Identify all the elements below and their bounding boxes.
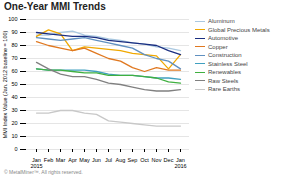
html-text:Automotive: Automotive [208,35,238,41]
html-text:Renewables: Renewables [208,69,241,75]
svg-text:100: 100 [8,16,17,22]
html-text:Stainless Steel: Stainless Steel [208,60,248,67]
html-text:© MetalMiner™. All rights rese: © MetalMiner™. All rights reserved. [4,169,83,175]
svg-text:Oct: Oct [140,157,149,163]
svg-text:0: 0 [14,146,17,152]
svg-text:80: 80 [11,42,17,48]
svg-text:Mar: Mar [56,157,66,163]
svg-text:Feb: Feb [44,157,53,163]
svg-text:90: 90 [11,29,17,35]
html-text:Construction: Construction [208,52,242,58]
html-text:Global Precious Metals: Global Precious Metals [208,26,270,33]
svg-text:Sep: Sep [128,157,138,163]
html-text:Aluminum: Aluminum [208,18,235,24]
svg-text:60: 60 [11,68,17,74]
svg-text:30: 30 [11,107,17,113]
html-text:Rare Earths: Rare Earths [208,86,240,92]
svg-text:Nov: Nov [152,157,162,163]
svg-text:10: 10 [11,133,17,139]
svg-text:Dec: Dec [164,157,174,163]
html-text:Copper: Copper [208,43,228,50]
svg-text:May: May [79,157,90,163]
svg-text:40: 40 [11,94,17,100]
html-text:One-Year MMI Trends: One-Year MMI Trends [4,1,106,12]
svg-text:Jan2015: Jan2015 [30,157,42,169]
html-text:Raw Steels: Raw Steels [208,77,239,84]
svg-text:50: 50 [11,81,17,87]
svg-text:Jun: Jun [92,157,101,163]
svg-text:MMI Index Value (Jan. 2012 bas: MMI Index Value (Jan. 2012 baseline = 10… [2,30,8,138]
svg-text:70: 70 [11,55,17,61]
svg-text:20: 20 [11,120,17,126]
svg-text:Apr: Apr [68,157,77,163]
svg-text:Aug: Aug [116,157,126,163]
svg-text:Jan2016: Jan2016 [174,157,186,169]
svg-text:Jul: Jul [105,157,112,163]
